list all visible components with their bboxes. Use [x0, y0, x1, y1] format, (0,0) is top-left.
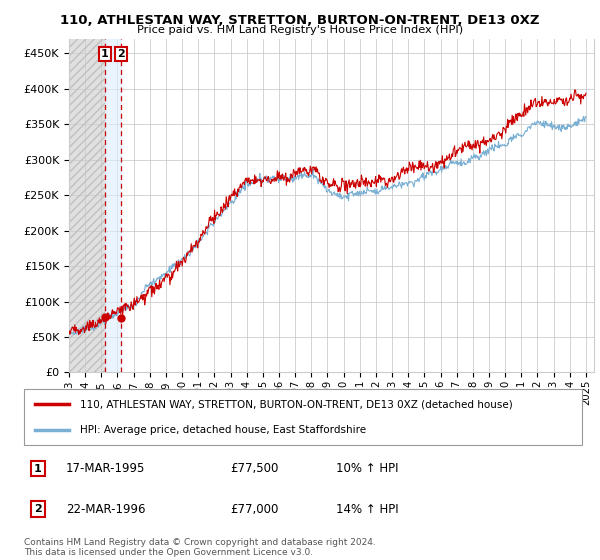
Text: 17-MAR-1995: 17-MAR-1995 — [66, 462, 145, 475]
Text: 110, ATHLESTAN WAY, STRETTON, BURTON-ON-TRENT, DE13 0XZ: 110, ATHLESTAN WAY, STRETTON, BURTON-ON-… — [60, 14, 540, 27]
Bar — [69, 39, 104, 372]
Bar — [69, 39, 104, 372]
Text: HPI: Average price, detached house, East Staffordshire: HPI: Average price, detached house, East… — [80, 425, 366, 435]
Text: 1: 1 — [101, 49, 109, 59]
Text: Price paid vs. HM Land Registry's House Price Index (HPI): Price paid vs. HM Land Registry's House … — [137, 25, 463, 35]
Text: 22-MAR-1996: 22-MAR-1996 — [66, 503, 145, 516]
Text: £77,000: £77,000 — [230, 503, 279, 516]
FancyBboxPatch shape — [24, 389, 582, 445]
Text: £77,500: £77,500 — [230, 462, 279, 475]
Text: Contains HM Land Registry data © Crown copyright and database right 2024.
This d: Contains HM Land Registry data © Crown c… — [24, 538, 376, 557]
Text: 2: 2 — [34, 504, 42, 514]
Text: 10% ↑ HPI: 10% ↑ HPI — [337, 462, 399, 475]
Text: 1: 1 — [34, 464, 42, 474]
Bar — [104, 39, 121, 372]
Text: 110, ATHLESTAN WAY, STRETTON, BURTON-ON-TRENT, DE13 0XZ (detached house): 110, ATHLESTAN WAY, STRETTON, BURTON-ON-… — [80, 399, 512, 409]
Text: 14% ↑ HPI: 14% ↑ HPI — [337, 503, 399, 516]
Text: 2: 2 — [118, 49, 125, 59]
